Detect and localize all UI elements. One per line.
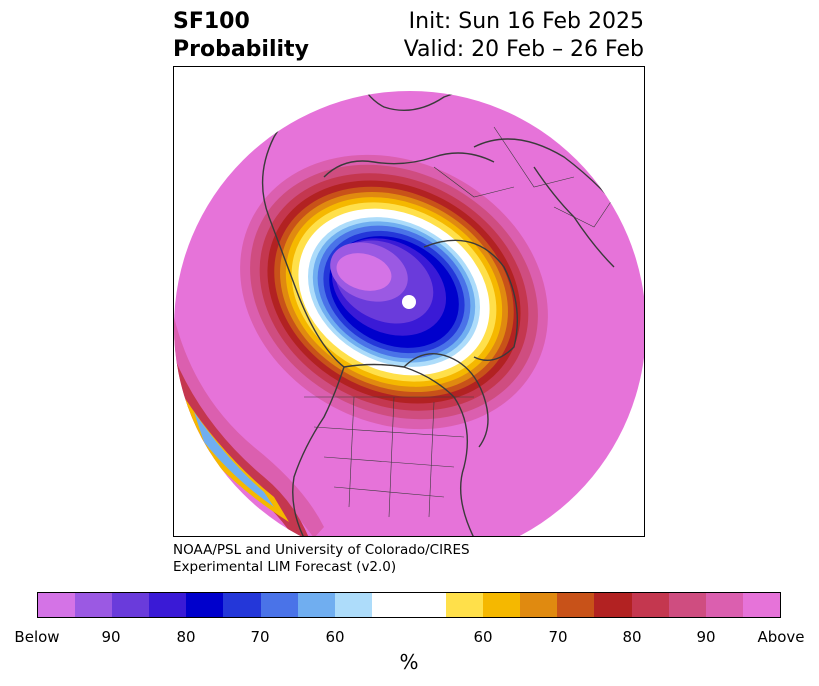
colorbar-segment	[297, 593, 335, 617]
tick-above: Above	[757, 628, 805, 646]
tick-below-90: 90	[101, 628, 121, 646]
tick-below-60: 60	[325, 628, 345, 646]
colorbar-segment	[112, 593, 150, 617]
tick-above-70: 70	[548, 628, 568, 646]
probability-map	[173, 66, 645, 537]
colorbar	[37, 592, 781, 618]
colorbar-segment	[223, 593, 261, 617]
product-kind: Probability	[173, 37, 309, 62]
colorbar-segment	[520, 593, 558, 617]
colorbar-segment	[186, 593, 224, 617]
colorbar-segment	[705, 593, 743, 617]
pole-hole	[402, 295, 416, 309]
colorbar-segment	[594, 593, 632, 617]
colorbar-segment	[446, 593, 484, 617]
tick-below-80: 80	[176, 628, 196, 646]
pacific-band-blue	[194, 412, 274, 507]
colorbar-segment	[742, 593, 780, 617]
title-block: SF100 Probability	[173, 8, 309, 64]
pacific-band-yellow	[184, 397, 289, 522]
colorbar-segment	[668, 593, 706, 617]
tick-above-60: 60	[473, 628, 493, 646]
pacific-band-outer	[174, 317, 324, 536]
colorbar-segment	[334, 593, 372, 617]
probability-field	[174, 91, 644, 536]
colorbar-segment	[260, 593, 298, 617]
map-svg	[174, 91, 644, 536]
colorbar-segment	[75, 593, 113, 617]
date-block: Init: Sun 16 Feb 2025 Valid: 20 Feb – 26…	[404, 8, 644, 64]
colorbar-segment	[557, 593, 595, 617]
credit-line-1: NOAA/PSL and University of Colorado/CIRE…	[173, 542, 470, 558]
init-date: Init: Sun 16 Feb 2025	[408, 9, 644, 34]
colorbar-segment	[631, 593, 669, 617]
colorbar-segment-neutral	[371, 593, 447, 617]
field-name: SF100	[173, 9, 250, 34]
colorbar-segment	[483, 593, 521, 617]
ring-below-core	[336, 253, 392, 291]
colorbar-segment	[149, 593, 187, 617]
colorbar-segment	[38, 593, 76, 617]
tick-below: Below	[14, 628, 60, 646]
credit-text: NOAA/PSL and University of Colorado/CIRE…	[173, 542, 470, 576]
valid-range: Valid: 20 Feb – 26 Feb	[403, 37, 644, 62]
pacific-band-mid	[174, 357, 309, 536]
tick-above-80: 80	[622, 628, 642, 646]
colorbar-unit: %	[399, 650, 419, 674]
credit-line-2: Experimental LIM Forecast (v2.0)	[173, 559, 397, 575]
tick-below-70: 70	[250, 628, 270, 646]
tick-above-90: 90	[696, 628, 716, 646]
